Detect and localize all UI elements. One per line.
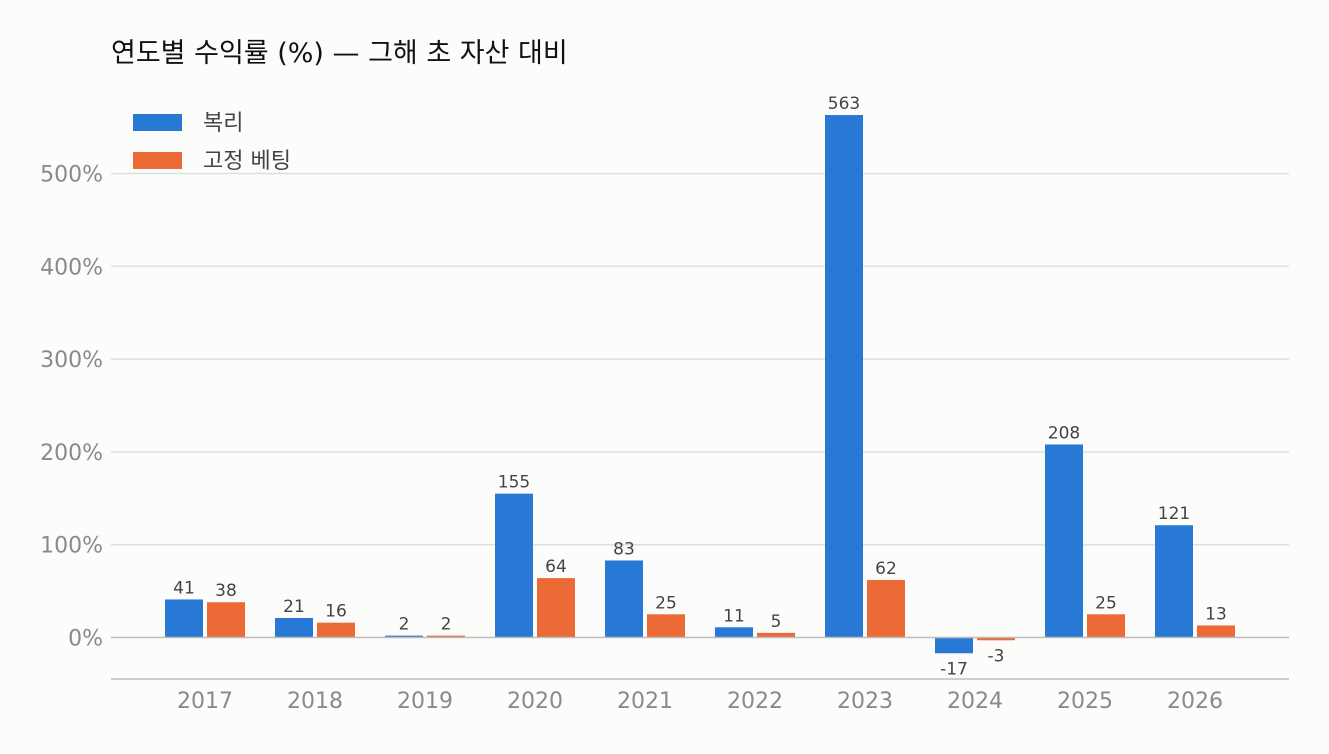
data-label: 21 (283, 597, 305, 617)
y-tick-label: 400% (40, 255, 103, 280)
x-tick-label: 2022 (727, 689, 783, 714)
data-label: 62 (875, 559, 897, 579)
bar-fixed-2024 (977, 637, 1015, 641)
bars-layer (165, 115, 1235, 654)
legend-swatch-fixed (133, 152, 182, 169)
data-label: 563 (828, 94, 860, 114)
legend-label-fixed: 고정 베팅 (203, 149, 291, 174)
y-tick-label: 100% (40, 534, 103, 559)
bar-fixed-2026 (1197, 625, 1235, 638)
bar-compound-2021 (605, 560, 643, 638)
bar-fixed-2021 (647, 614, 685, 638)
bar-fixed-2023 (867, 579, 905, 638)
data-label: 16 (325, 602, 347, 622)
bar-fixed-2022 (757, 632, 795, 638)
axis-layer: 2017 2018 2019 2020 2021 2022 2023 2024 2025 2026 (111, 636, 1289, 714)
y-tick-label: 0% (68, 627, 103, 652)
bar-compound-2019 (385, 635, 423, 638)
labels-layer: 41 38 21 16 2 2 155 64 83 25 11 5 563 62 -17 -3 208 25 121… (173, 94, 1227, 679)
data-label: 25 (1095, 593, 1117, 613)
data-label: 2 (399, 615, 410, 635)
legend-label-compound: 복리 (203, 111, 243, 136)
data-label: 25 (655, 593, 677, 613)
x-tick-label: 2025 (1057, 689, 1113, 714)
data-label: -17 (940, 659, 968, 679)
data-label: 64 (545, 557, 567, 577)
data-label: -3 (988, 646, 1005, 666)
x-tick-label: 2019 (397, 689, 453, 714)
bar-compound-2023 (825, 115, 863, 638)
x-tick-label: 2024 (947, 689, 1003, 714)
data-label: 2 (441, 615, 452, 635)
x-tick-label: 2026 (1167, 689, 1223, 714)
bar-compound-2018 (275, 618, 313, 638)
x-tick-label: 2017 (177, 689, 233, 714)
y-tick-label: 500% (40, 163, 103, 188)
bar-fixed-2018 (317, 622, 355, 638)
bar-fixed-2020 (537, 578, 575, 638)
data-label: 121 (1158, 504, 1190, 524)
data-label: 83 (613, 539, 635, 559)
x-tick-label: 2023 (837, 689, 893, 714)
chart-title: 연도별 수익률 (%) — 그해 초 자산 대비 (111, 38, 568, 69)
legend: 복리 고정 베팅 (133, 111, 291, 174)
bar-fixed-2017 (207, 602, 245, 638)
y-tick-label: 200% (40, 441, 103, 466)
data-label: 155 (498, 473, 530, 493)
x-tick-label: 2018 (287, 689, 343, 714)
data-label: 13 (1205, 604, 1227, 624)
data-label: 41 (173, 578, 195, 598)
bar-compound-2026 (1155, 525, 1193, 638)
x-tick-label: 2021 (617, 689, 673, 714)
x-tick-label: 2020 (507, 689, 563, 714)
bar-fixed-2019 (427, 635, 465, 638)
grid-layer: 0% 100% 200% 300% 400% 500% (40, 163, 1289, 652)
bar-compound-2017 (165, 599, 203, 638)
data-label: 5 (771, 612, 782, 632)
y-tick-label: 300% (40, 348, 103, 373)
data-label: 11 (723, 606, 745, 626)
bar-compound-2025 (1045, 444, 1083, 638)
bar-compound-2022 (715, 627, 753, 638)
legend-swatch-compound (133, 114, 182, 131)
bar-fixed-2025 (1087, 614, 1125, 638)
data-label: 208 (1048, 423, 1080, 443)
bar-compound-2024 (935, 637, 973, 654)
data-label: 38 (215, 581, 237, 601)
bar-compound-2020 (495, 493, 533, 638)
